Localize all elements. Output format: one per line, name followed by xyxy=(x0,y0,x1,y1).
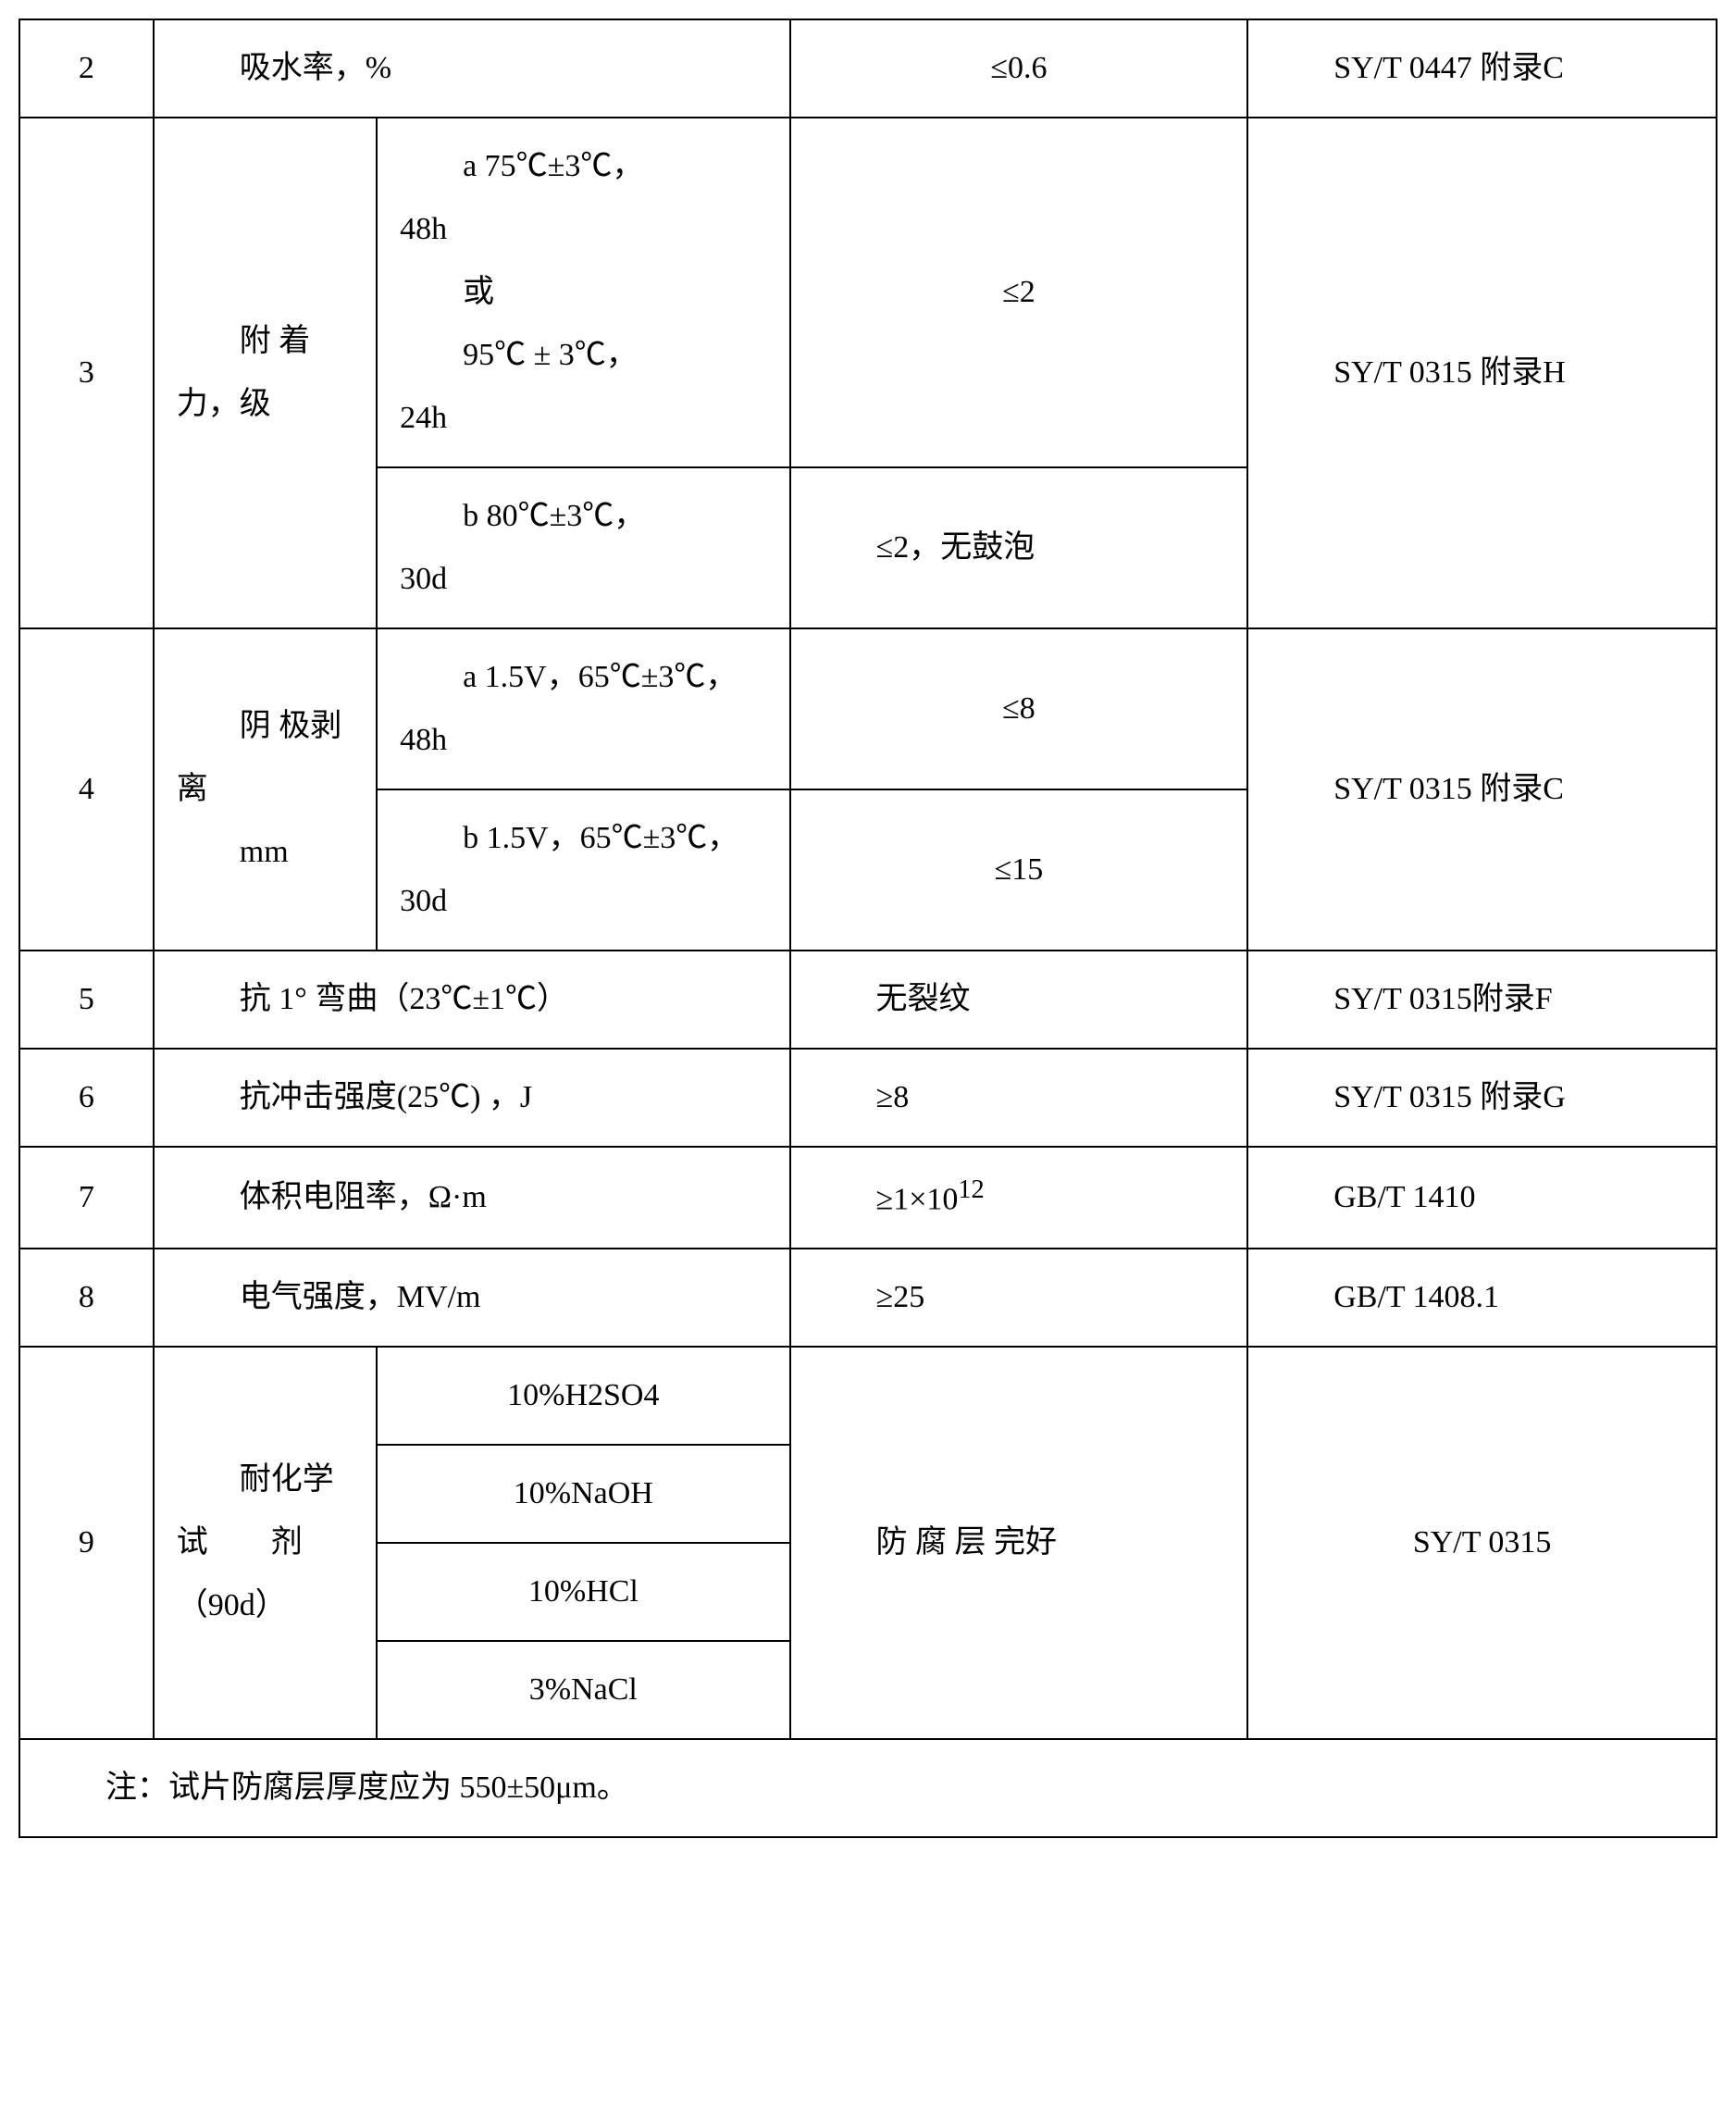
row-standard: GB/T 1410 xyxy=(1247,1147,1717,1249)
row-num: 4 xyxy=(19,628,154,951)
table-row: 2 吸水率，% ≤0.6 SY/T 0447 附录C xyxy=(19,19,1717,118)
item-text: 电气强度，MV/m xyxy=(240,1280,481,1314)
row-item: 抗 1° 弯曲（23℃±1℃） xyxy=(154,951,790,1049)
row-value: 防 腐 层 完好 xyxy=(790,1347,1248,1739)
item-text: 抗 1° 弯曲（23℃±1℃） xyxy=(240,982,568,1016)
table-row: 6 抗冲击强度(25℃) ，J ≥8 SY/T 0315 附录G xyxy=(19,1049,1717,1147)
row-num: 8 xyxy=(19,1249,154,1347)
row-standard: SY/T 0315 xyxy=(1247,1347,1717,1739)
row-chem: 10%NaOH xyxy=(377,1445,789,1543)
row-condition: a 1.5V，65℃±3℃，48h xyxy=(377,628,789,789)
item-text: 吸水率，% xyxy=(240,51,391,85)
row-chem: 3%NaCl xyxy=(377,1641,789,1739)
row-chem: 10%HCl xyxy=(377,1543,789,1641)
row-num: 9 xyxy=(19,1347,154,1739)
row-item: 附 着力，级 xyxy=(154,118,377,628)
row-value: ≥25 xyxy=(790,1249,1248,1347)
row-item: 体积电阻率，Ω·m xyxy=(154,1147,790,1249)
row-item: 吸水率，% xyxy=(154,19,790,118)
value-text: ≥25 xyxy=(876,1280,925,1314)
table-row: 5 抗 1° 弯曲（23℃±1℃） 无裂纹 SY/T 0315附录F xyxy=(19,951,1717,1049)
row-condition: b 80℃±3℃，30d xyxy=(377,467,789,628)
item-text: 抗冲击强度(25℃) ，J xyxy=(240,1080,532,1114)
note-text: 注：试片防腐层厚度应为 550±50μm。 xyxy=(105,1771,628,1805)
table-row: 7 体积电阻率，Ω·m ≥1×1012 GB/T 1410 xyxy=(19,1147,1717,1249)
spec-table: 2 吸水率，% ≤0.6 SY/T 0447 附录C 3 附 着力，级 a 75… xyxy=(19,19,1717,1838)
row-num: 2 xyxy=(19,19,154,118)
row-standard: GB/T 1408.1 xyxy=(1247,1249,1717,1347)
row-standard: SY/T 0315附录F xyxy=(1247,951,1717,1049)
table-row: 4 阴 极剥离 mm a 1.5V，65℃±3℃，48h ≤8 SY/T 031… xyxy=(19,628,1717,789)
row-value: ≤15 xyxy=(790,789,1248,951)
table-note-row: 注：试片防腐层厚度应为 550±50μm。 xyxy=(19,1739,1717,1837)
table-row: 9 耐化学试 剂（90d） 10%H2SO4 防 腐 层 完好 SY/T 031… xyxy=(19,1347,1717,1445)
row-num: 5 xyxy=(19,951,154,1049)
row-value: 无裂纹 xyxy=(790,951,1248,1049)
row-item: 电气强度，MV/m xyxy=(154,1249,790,1347)
table-row: 8 电气强度，MV/m ≥25 GB/T 1408.1 xyxy=(19,1249,1717,1347)
row-item: 阴 极剥离 mm xyxy=(154,628,377,951)
row-num: 6 xyxy=(19,1049,154,1147)
row-chem: 10%H2SO4 xyxy=(377,1347,789,1445)
std-text: SY/T 0315附录F xyxy=(1333,982,1552,1016)
item-text: 体积电阻率，Ω·m xyxy=(240,1180,487,1214)
std-text: GB/T 1408.1 xyxy=(1333,1280,1499,1314)
std-text: GB/T 1410 xyxy=(1333,1180,1475,1214)
value-text: 无裂纹 xyxy=(876,982,971,1016)
table-row: 3 附 着力，级 a 75℃±3℃，48h 或 95℃ ± 3℃，24h ≤2 … xyxy=(19,118,1717,467)
row-standard: SY/T 0315 附录C xyxy=(1247,628,1717,951)
row-value: ≥8 xyxy=(790,1049,1248,1147)
row-item: 抗冲击强度(25℃) ，J xyxy=(154,1049,790,1147)
row-condition: b 1.5V，65℃±3℃，30d xyxy=(377,789,789,951)
row-value: ≤0.6 xyxy=(790,19,1248,118)
table-note: 注：试片防腐层厚度应为 550±50μm。 xyxy=(19,1739,1717,1837)
row-item: 耐化学试 剂（90d） xyxy=(154,1347,377,1739)
row-standard: SY/T 0315 附录G xyxy=(1247,1049,1717,1147)
row-value: ≥1×1012 xyxy=(790,1147,1248,1249)
row-value: ≤2，无鼓泡 xyxy=(790,467,1248,628)
row-condition: a 75℃±3℃，48h 或 95℃ ± 3℃，24h xyxy=(377,118,789,467)
row-standard: SY/T 0315 附录H xyxy=(1247,118,1717,628)
row-num: 3 xyxy=(19,118,154,628)
row-value: ≤2 xyxy=(790,118,1248,467)
row-value: ≤8 xyxy=(790,628,1248,789)
row-num: 7 xyxy=(19,1147,154,1249)
value-text: ≥8 xyxy=(876,1080,910,1114)
superscript: 12 xyxy=(958,1175,984,1204)
row-standard: SY/T 0447 附录C xyxy=(1247,19,1717,118)
